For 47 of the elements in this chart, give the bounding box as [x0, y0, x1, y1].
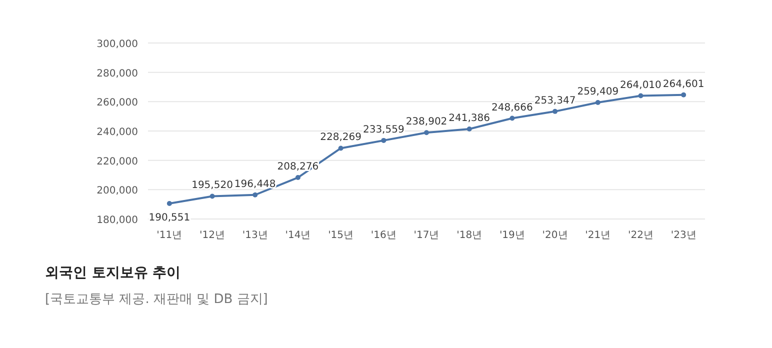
point [381, 138, 386, 143]
y-tick-label: 240,000 [96, 127, 138, 138]
text: 외국인 토지보유 추이 [45, 265, 181, 281]
x-tick-label: '13년 [242, 230, 268, 241]
point [681, 92, 686, 98]
point [295, 175, 300, 180]
point [166, 201, 172, 206]
y-tick-label: 260,000 [96, 98, 138, 109]
point [552, 108, 558, 114]
y-tick-label: 300,000 [96, 39, 138, 50]
data-label: 264,010 [620, 80, 662, 91]
x-tick-label: '16년 [370, 230, 396, 241]
y-tick-label: 200,000 [96, 186, 138, 197]
x-tick-label: '18년 [456, 230, 482, 241]
point [210, 194, 215, 199]
data-label: 195,520 [192, 180, 233, 192]
data-label: 253,347 [534, 95, 576, 106]
point [595, 100, 600, 106]
data-label: 238,902 [406, 116, 448, 128]
x-tick-label: '12년 [200, 230, 226, 241]
x-tick-label: '19년 [499, 230, 525, 241]
data-label: 233,559 [362, 124, 404, 136]
point [424, 130, 429, 136]
text: [국토교통부 제공. 재판매 및 DB 금지] [45, 292, 268, 307]
y-tick-label: 180,000 [96, 215, 138, 226]
x-tick-label: '20년 [542, 230, 568, 241]
x-tick-label: '17년 [414, 230, 440, 241]
x-tick-label: '14년 [285, 230, 311, 241]
data-label: 190,551 [148, 212, 190, 224]
y-tick-label: 280,000 [96, 68, 138, 80]
x-tick-label: '21년 [585, 230, 611, 241]
point [338, 146, 344, 151]
point [638, 93, 644, 98]
x-tick-label: '11년 [156, 230, 182, 241]
point [510, 116, 515, 121]
data-label: 248,666 [492, 102, 533, 114]
data-label: 264,601 [662, 78, 704, 90]
data-label: 196,448 [234, 178, 276, 190]
data-label: 228,269 [320, 132, 362, 144]
y-tick-label: 220,000 [96, 156, 138, 168]
x-tick-label: '22년 [628, 230, 654, 241]
point [252, 192, 258, 198]
point [466, 126, 472, 132]
x-tick-label: '15년 [328, 230, 354, 241]
x-tick-label: '23년 [670, 230, 696, 241]
data-label: 241,386 [448, 112, 490, 124]
data-label: 259,409 [577, 86, 619, 98]
